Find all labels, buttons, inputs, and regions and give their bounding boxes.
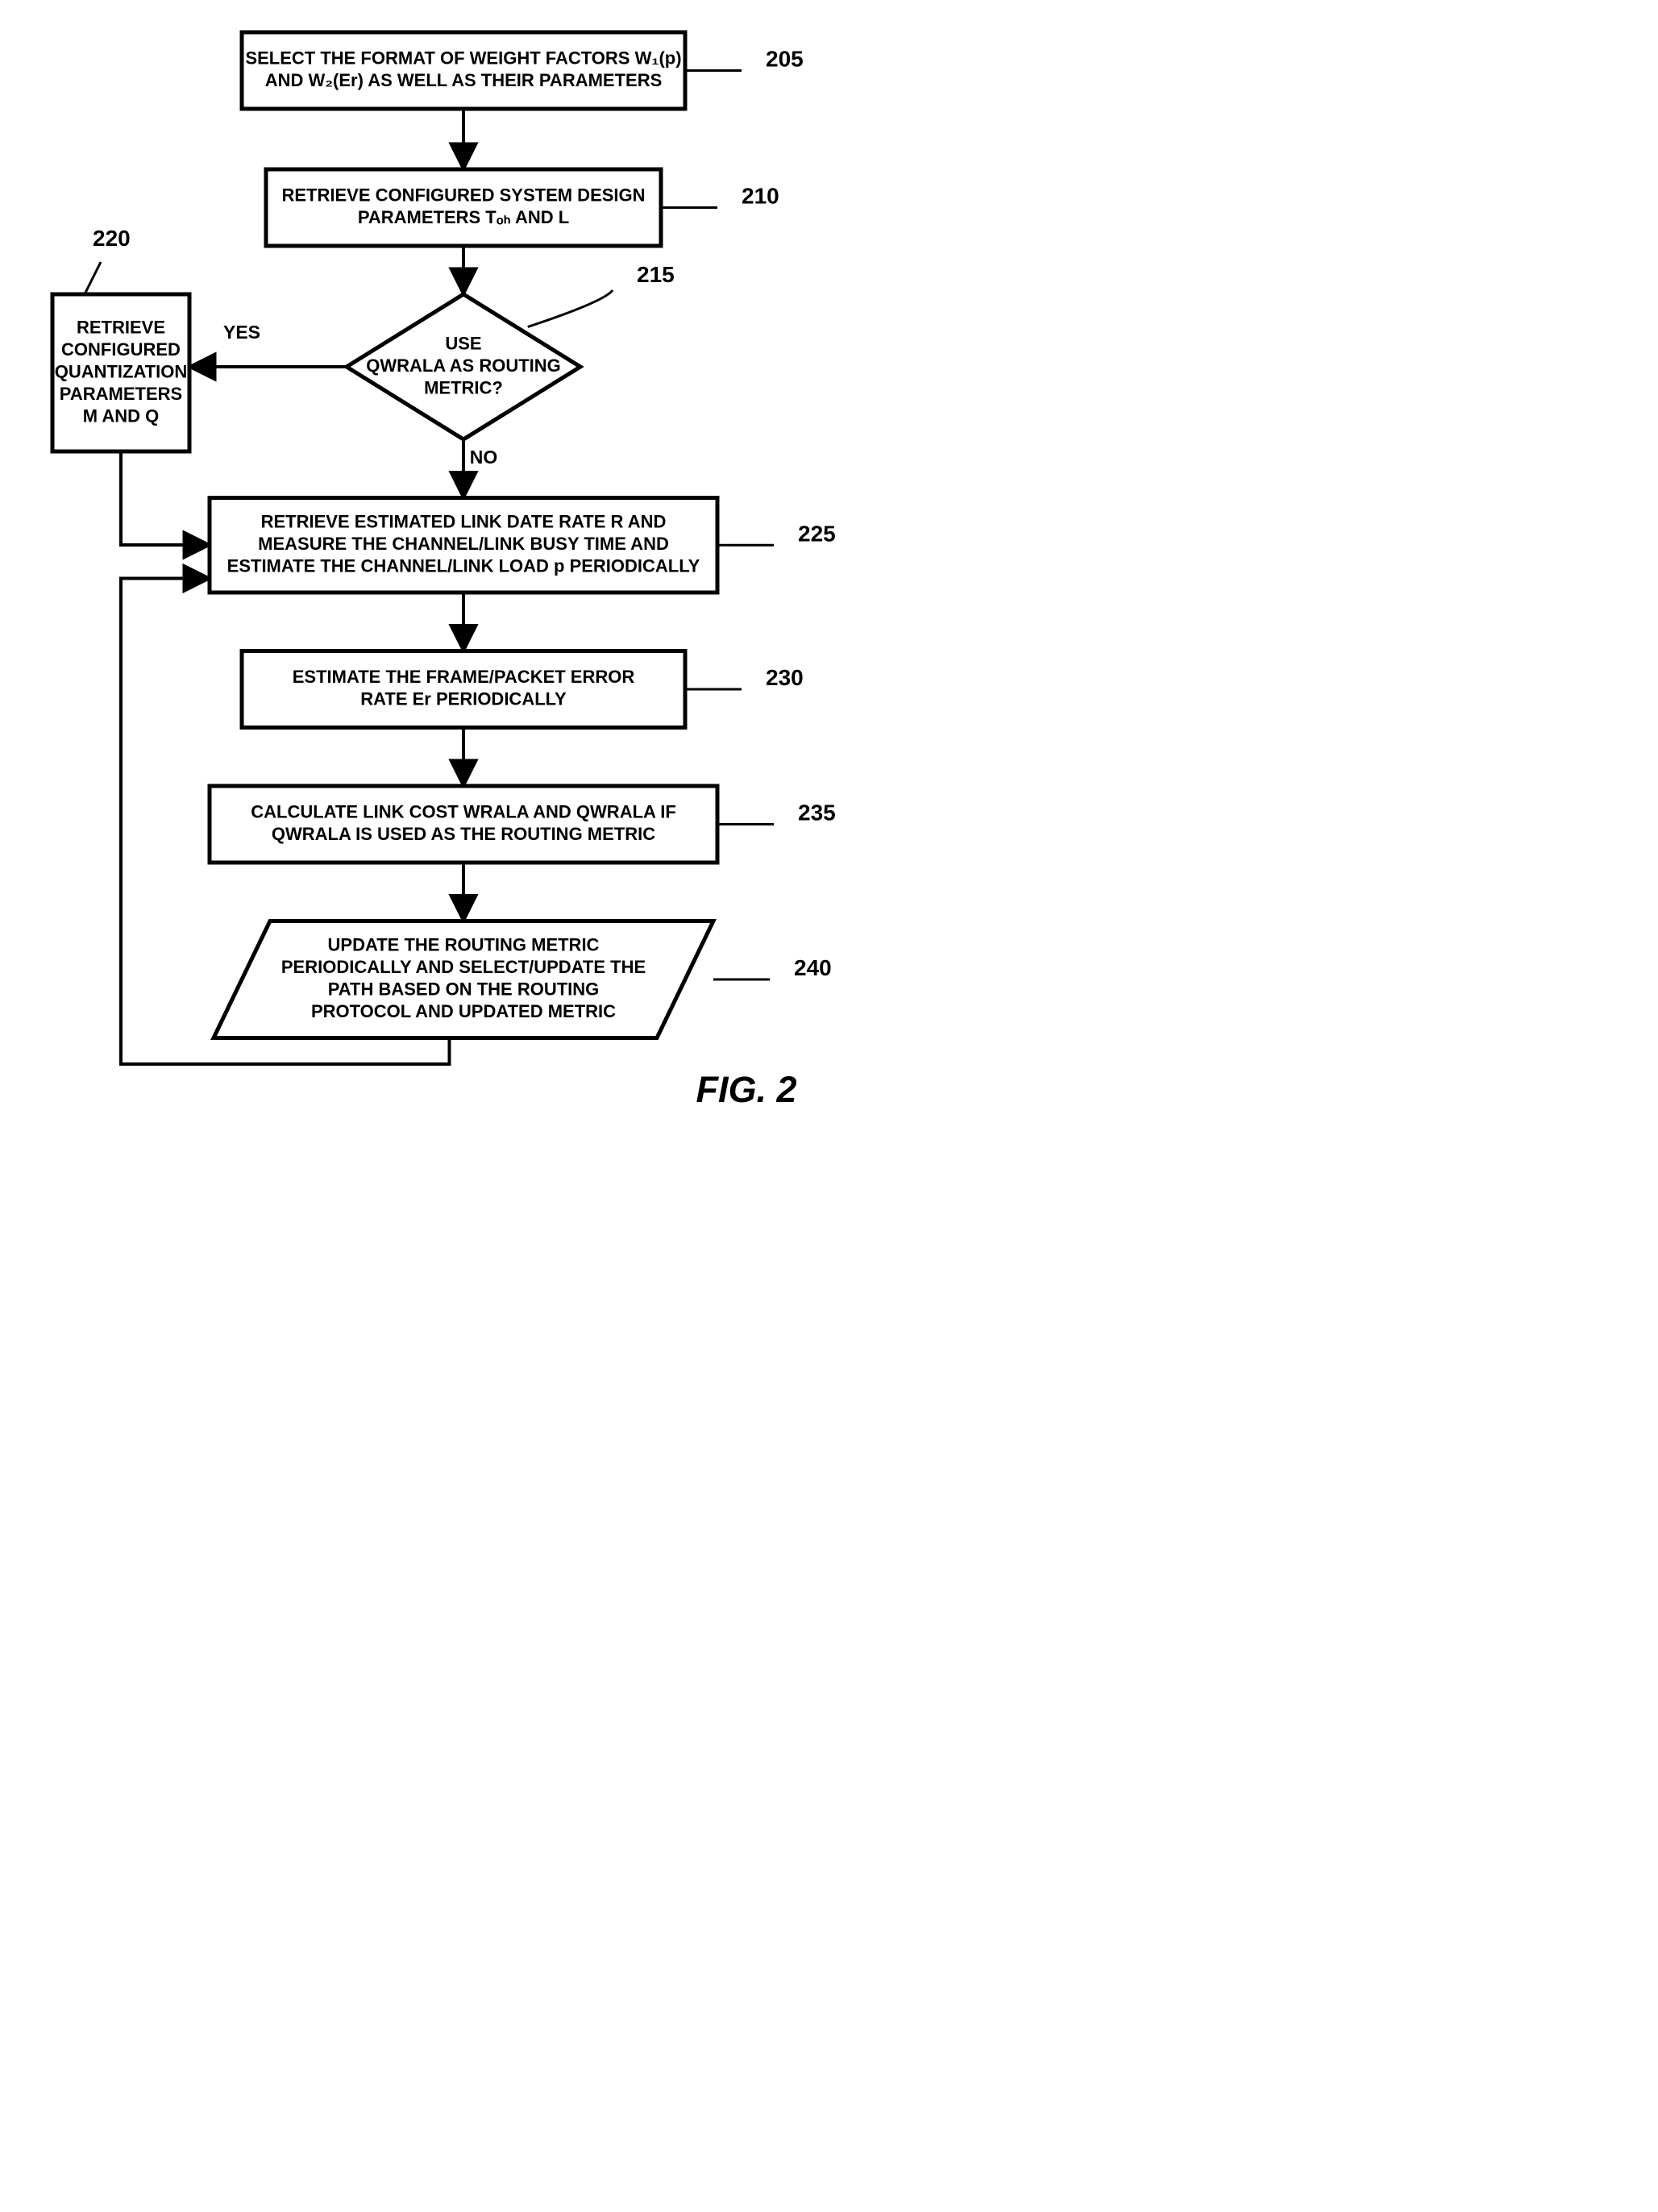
- svg-text:MEASURE THE CHANNEL/LINK BUSY: MEASURE THE CHANNEL/LINK BUSY TIME AND: [258, 534, 669, 554]
- svg-text:M AND Q: M AND Q: [83, 405, 160, 426]
- figure-label: FIG. 2: [696, 1069, 796, 1110]
- svg-text:QUANTIZATION: QUANTIZATION: [55, 361, 188, 381]
- svg-text:CONFIGURED: CONFIGURED: [61, 339, 181, 360]
- svg-text:UPDATE THE ROUTING METRIC: UPDATE THE ROUTING METRIC: [328, 935, 600, 955]
- node-n230: ESTIMATE THE FRAME/PACKET ERRORRATE Er P…: [242, 651, 804, 728]
- ref-210: 210: [742, 184, 779, 209]
- svg-text:PARAMETERS: PARAMETERS: [60, 384, 182, 404]
- svg-text:USE: USE: [445, 333, 481, 353]
- svg-text:PROTOCOL AND UPDATED METRIC: PROTOCOL AND UPDATED METRIC: [311, 1001, 616, 1021]
- svg-text:PATH BASED ON THE ROUTING: PATH BASED ON THE ROUTING: [328, 979, 600, 1000]
- node-n205: SELECT THE FORMAT OF WEIGHT FACTORS W₁(p…: [242, 32, 804, 109]
- svg-text:ESTIMATE THE CHANNEL/LINK LOAD: ESTIMATE THE CHANNEL/LINK LOAD p PERIODI…: [227, 556, 700, 576]
- edge-e5: [121, 451, 210, 545]
- svg-text:PARAMETERS Tₒₕ AND L: PARAMETERS Tₒₕ AND L: [358, 207, 569, 227]
- node-n210: RETRIEVE CONFIGURED SYSTEM DESIGNPARAMET…: [266, 169, 779, 246]
- svg-text:RETRIEVE ESTIMATED LINK DATE R: RETRIEVE ESTIMATED LINK DATE RATE R AND: [261, 512, 667, 532]
- ref-215: 215: [637, 262, 675, 287]
- svg-text:PERIODICALLY AND SELECT/UPDATE: PERIODICALLY AND SELECT/UPDATE THE: [281, 957, 646, 977]
- ref-220: 220: [93, 226, 131, 251]
- node-n215: USE QWRALA AS ROUTINGMETRIC? 215: [347, 262, 675, 439]
- flowchart: YES NO SELECT THE FORMAT OF WEIGHT FACTORS…: [16, 16, 846, 1122]
- node-n220: RETRIEVECONFIGUREDQUANTIZATION PARAMETERS…: [52, 226, 189, 451]
- ref-240: 240: [794, 955, 832, 980]
- node-n235: CALCULATE LINK COST WRALA AND QWRALA IFQ…: [210, 786, 836, 863]
- nodes: SELECT THE FORMAT OF WEIGHT FACTORS W₁(p…: [52, 32, 836, 1038]
- node-n225: RETRIEVE ESTIMATED LINK DATE RATE R ANDM…: [210, 498, 836, 593]
- svg-text:RETRIEVE: RETRIEVE: [77, 317, 165, 337]
- svg-text:AND W₂(Er) AS WELL AS THEIR PA: AND W₂(Er) AS WELL AS THEIR PARAMETERS: [265, 70, 663, 90]
- svg-text:ESTIMATE THE FRAME/PACKET ERRO: ESTIMATE THE FRAME/PACKET ERROR: [293, 667, 635, 687]
- edge-label-e3: YES: [223, 322, 260, 343]
- edge-label-e4: NO: [470, 447, 498, 468]
- ref-230: 230: [766, 665, 804, 690]
- svg-text:SELECT THE FORMAT OF WEIGHT FA: SELECT THE FORMAT OF WEIGHT FACTORS W₁(p…: [245, 48, 681, 69]
- svg-text:METRIC?: METRIC?: [424, 377, 503, 397]
- svg-text:RATE Er PERIODICALLY: RATE Er PERIODICALLY: [360, 689, 567, 709]
- svg-text:CALCULATE LINK COST WRALA AND: CALCULATE LINK COST WRALA AND QWRALA IF: [251, 802, 676, 822]
- svg-text:QWRALA IS USED AS THE ROUTING: QWRALA IS USED AS THE ROUTING METRIC: [272, 824, 655, 844]
- svg-text:RETRIEVE CONFIGURED SYSTEM DES: RETRIEVE CONFIGURED SYSTEM DESIGN: [281, 185, 645, 206]
- ref-225: 225: [798, 521, 836, 546]
- ref-205: 205: [766, 47, 804, 72]
- ref-235: 235: [798, 800, 836, 825]
- node-n240: UPDATE THE ROUTING METRICPERIODICALLY AN…: [214, 921, 832, 1038]
- svg-text:QWRALA AS ROUTING: QWRALA AS ROUTING: [366, 356, 561, 376]
